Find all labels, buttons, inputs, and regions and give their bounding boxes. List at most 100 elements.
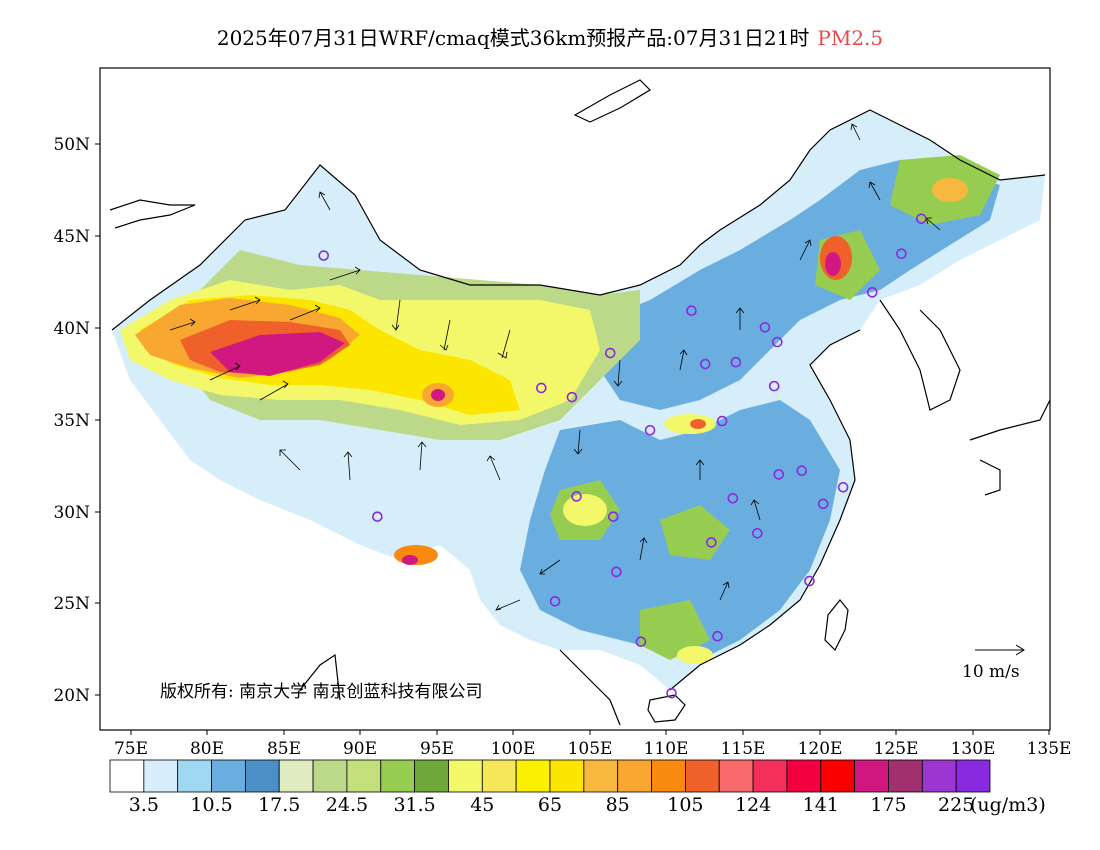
map-content (109, 79, 1050, 726)
lon-label-105e: 105E (568, 739, 613, 759)
hotspot-guangdong (677, 646, 713, 664)
colorbar-cell (651, 759, 686, 793)
colorbar-labels: 3.5 10.5 17.5 24.5 31.5 45 65 85 105 124 141 175 225 (129, 794, 975, 816)
colorbar-cell (211, 759, 246, 793)
colorbar-tick-label: 65 (538, 794, 562, 816)
colorbar-cell (481, 759, 517, 793)
city-marker (866, 287, 878, 298)
city-marker (611, 566, 622, 578)
colorbar-cell (414, 759, 449, 793)
wind-vector (695, 459, 705, 480)
city-marker (608, 511, 619, 522)
city-marker (549, 595, 561, 607)
wind-vector (639, 537, 648, 561)
city-marker (644, 424, 656, 436)
wind-vector (850, 123, 861, 141)
wind-vector (719, 581, 730, 601)
city-marker (318, 250, 330, 261)
colorbar-tick-label: 124 (735, 794, 771, 816)
lon-label-80e: 80E (190, 739, 224, 759)
colorbar-tick-label: 24.5 (326, 794, 368, 816)
city-marker (686, 305, 697, 317)
city-marker (666, 687, 677, 699)
wind-vector (417, 441, 427, 471)
colorbar-tick-label: 175 (870, 794, 906, 816)
lon-label-115e: 115E (721, 739, 766, 759)
field-blue-north (600, 160, 1000, 410)
wind-vector (329, 266, 361, 281)
wind-vector (497, 329, 511, 359)
colorbar-tick-label: 17.5 (258, 794, 300, 816)
map-title: 2025年07月31日WRF/cmaq模式36km预报产品:07月31日21时 P… (0, 22, 1100, 51)
city-marker (796, 465, 808, 477)
wind-vector (679, 349, 688, 371)
hotspot-northeast-core (825, 252, 841, 276)
wind-vector (391, 299, 401, 331)
wind-vector (169, 318, 196, 331)
wind-vector (259, 380, 289, 401)
wind-vector (318, 191, 331, 211)
lat-label-25n: 25N (53, 594, 90, 614)
city-marker (699, 358, 711, 370)
colorbar-cell (617, 759, 652, 793)
wind-vector (750, 499, 761, 521)
colorbar-cell (244, 759, 280, 793)
city-marker (759, 321, 771, 333)
wind-vector (539, 559, 561, 575)
hotspot-heilongjiang (932, 178, 968, 202)
colorbar-cell (177, 759, 212, 793)
colorbar-tick-label: 105 (667, 794, 703, 816)
lat-axis: 50N 45N 40N 35N 30N 25N 20N (53, 135, 100, 706)
lat-label-50n: 50N (53, 135, 90, 155)
field-magenta-core (210, 332, 345, 376)
city-marker (896, 248, 907, 260)
colorbar-cell (380, 759, 416, 793)
coastlines (109, 79, 1050, 726)
colorbar-cell (684, 759, 720, 793)
wind-vector (613, 359, 623, 387)
colorbar-cell (955, 759, 991, 793)
copyright-text: 版权所有: 南京大学 南京创蓝科技有限公司 (160, 682, 483, 702)
city-marker (372, 511, 383, 522)
city-marker (752, 527, 763, 539)
city-markers (318, 213, 927, 699)
lat-label-40n: 40N (53, 319, 90, 339)
city-marker (604, 347, 616, 359)
map-frame (99, 67, 1051, 731)
city-marker (817, 498, 829, 510)
variable-label: PM2.5 (817, 26, 884, 50)
korea-peninsula (879, 299, 961, 411)
wind-vectors (169, 123, 941, 611)
lon-label-135e: 135E (1027, 739, 1072, 759)
colorbar-tick-label: 31.5 (393, 794, 435, 816)
city-marker (727, 492, 739, 504)
lon-label-100e: 100E (491, 739, 536, 759)
china-border (111, 109, 1046, 331)
colorbar-cell (583, 759, 619, 793)
colorbar-cell (143, 759, 179, 793)
colorbar-cell (109, 759, 145, 793)
lon-label-75e: 75E (114, 739, 148, 759)
wind-vector (735, 307, 745, 330)
city-marker (768, 380, 780, 392)
colorbar-tick-label: 85 (606, 794, 630, 816)
wind-vector (486, 455, 501, 481)
colorbar-cell (854, 759, 889, 793)
japan-islands (969, 399, 1050, 496)
city-marker (837, 481, 849, 493)
east-coast (669, 329, 861, 691)
colorbar-cell (888, 759, 923, 793)
colorbar-tick-label: 225 (938, 794, 974, 816)
indochina-coast (299, 649, 621, 726)
colorbar-cell (718, 759, 754, 793)
colorbar-cell (312, 759, 348, 793)
colorbar-cell (752, 759, 788, 793)
colorbar-cell (346, 759, 382, 793)
wind-vector (495, 599, 521, 611)
caspian-tip (109, 199, 196, 229)
lon-label-120e: 120E (798, 739, 843, 759)
colorbar-cell (549, 759, 585, 793)
title-text: 2025年07月31日WRF/cmaq模式36km预报产品:07月31日21时 (216, 26, 810, 50)
scale-arrowhead (1015, 644, 1025, 656)
